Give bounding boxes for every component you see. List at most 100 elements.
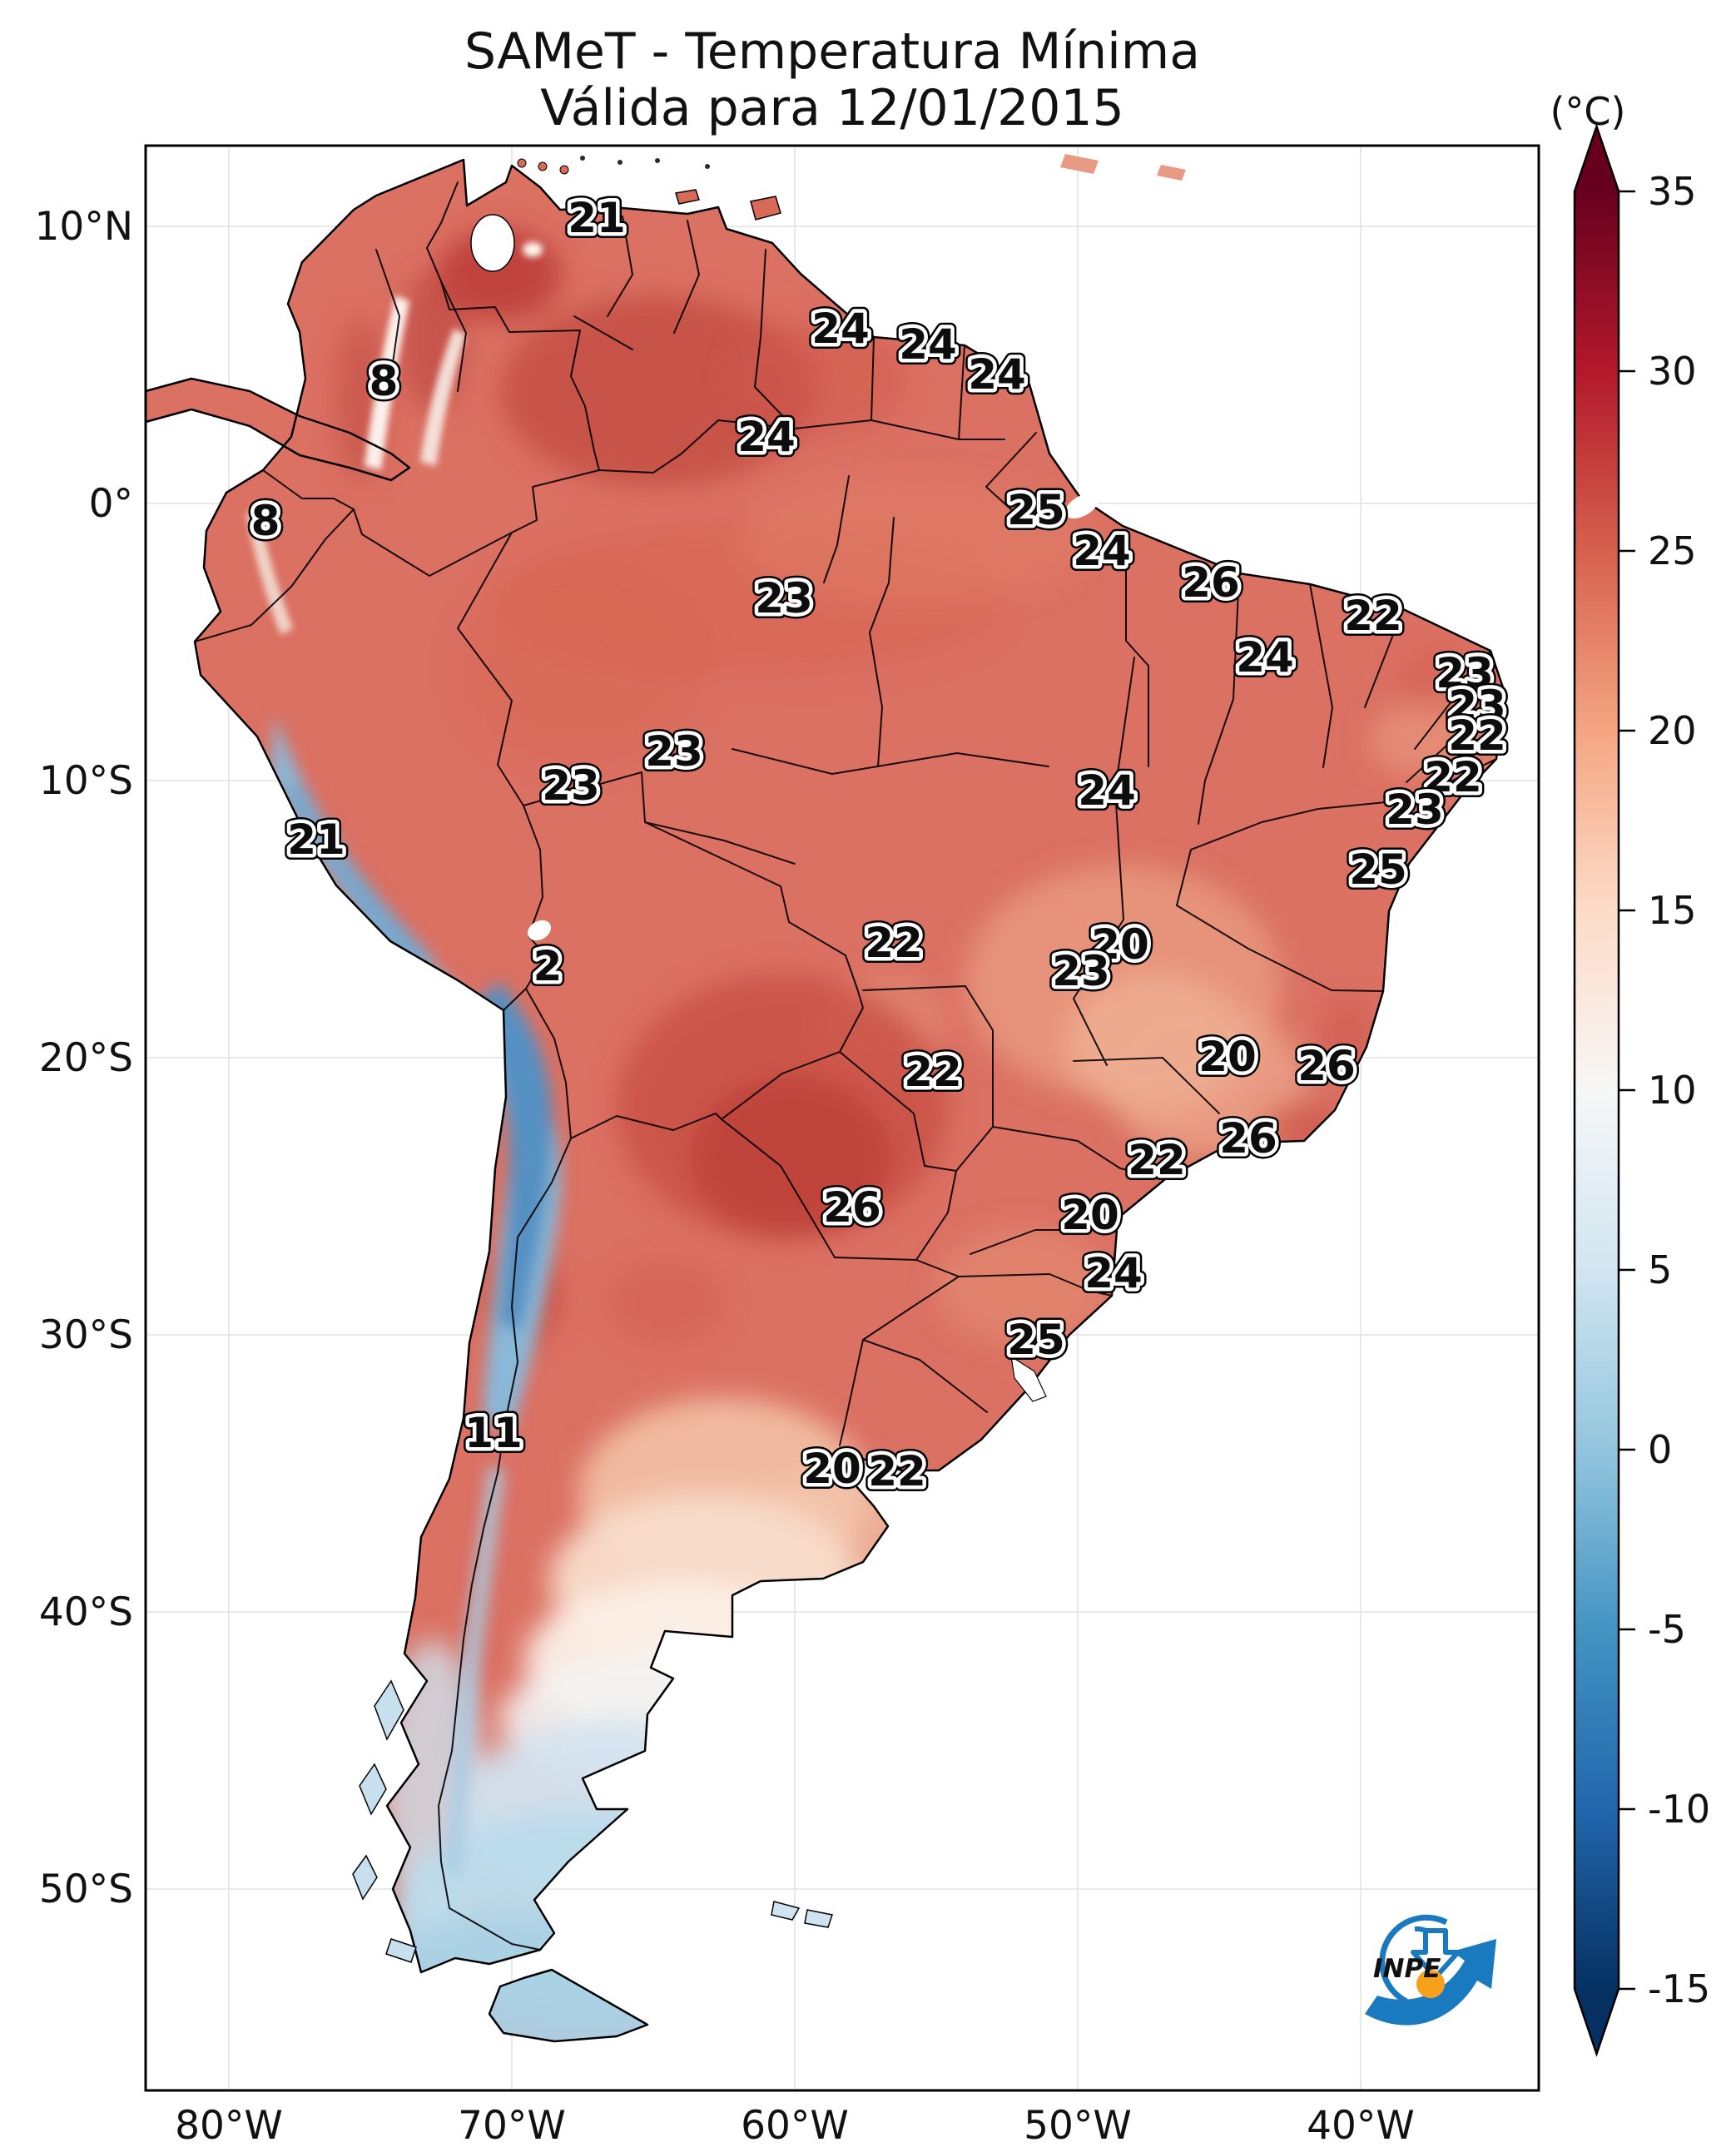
temp-label: 24 [811,305,870,353]
lat-tick-label: 40°S [39,1589,133,1635]
figure-title-line2: Válida para 12/01/2015 [540,79,1124,137]
temp-label: 2 [533,942,563,990]
temp-label: 23 [755,574,813,622]
temp-label: 20 [1198,1033,1257,1081]
temp-label: 22 [865,919,923,967]
temp-label: 25 [1007,1316,1065,1364]
temp-label: 22 [1448,712,1506,760]
temp-label: 26 [1182,558,1240,607]
temp-label: 22 [1448,712,1506,760]
temp-label: 24 [1078,766,1136,815]
latitude-axis: 10°N 0° 10°S 20°S 30°S 40°S 50°S [35,204,133,1912]
colorbar-tick-label: -5 [1648,1607,1686,1652]
temp-label: 23 [645,727,703,776]
temp-label: 20 [1061,1191,1119,1239]
temp-label: 24 [1236,633,1294,682]
lat-tick-label: 10°N [35,204,133,250]
temp-label: 23 [1448,682,1506,730]
temp-label: 25 [1007,486,1065,534]
colorbar-bar [1573,123,1620,2057]
colorbar-tick-label: 0 [1648,1427,1672,1472]
temp-label: 24 [737,413,796,461]
temp-label: 20 [803,1445,861,1493]
lat-tick-label: 0° [89,481,133,527]
temp-label: 21 [568,194,626,242]
temp-label: 23 [1052,947,1110,995]
temp-label: 23 [1436,649,1494,697]
temp-label: 22 [1424,753,1482,801]
temp-label: 23 [1052,947,1110,995]
temp-label: 11 [464,1409,523,1457]
temp-label: 24 [737,413,796,461]
temp-label: 25 [1007,486,1065,534]
temp-label: 24 [1078,766,1136,815]
temp-label: 23 [755,574,813,622]
colorbar-tick-label: 25 [1648,528,1697,573]
temp-label: 24 [1078,766,1136,815]
temp-label: 22 [1448,712,1506,760]
temp-label: 23 [645,727,703,776]
temp-label: 20 [1198,1033,1257,1081]
temp-label: 25 [1349,845,1407,894]
temp-label: 25 [1349,845,1407,894]
temp-label: 25 [1007,486,1065,534]
temp-label: 8 [370,357,399,405]
lon-tick-label: 80°W [175,2103,283,2149]
temp-label: 26 [1219,1114,1277,1163]
temp-label: 21 [568,194,626,242]
temp-label: 22 [1424,753,1482,801]
lon-tick-label: 50°W [1024,2103,1132,2149]
temp-label: 20 [1198,1033,1257,1081]
temp-label: 24 [1084,1249,1143,1297]
temp-label: 22 [1128,1136,1186,1184]
temp-label: 20 [1091,920,1149,969]
temp-label: 24 [1073,527,1131,575]
coastlines [144,158,1506,2043]
temp-label: 22 [1344,592,1402,640]
figure-title-line1: SAMeT - Temperatura Mínima [464,22,1200,81]
islands [352,154,1186,1963]
colorbar-tick-label: -10 [1648,1787,1710,1832]
temp-label: 20 [1061,1191,1119,1239]
temp-label: 22 [1344,592,1402,640]
lat-tick-label: 20°S [39,1035,133,1081]
temp-label: 23 [542,761,600,810]
temp-label: 26 [823,1183,881,1232]
temp-label: 26 [1297,1042,1356,1090]
temp-label: 24 [968,350,1026,399]
temp-label: 11 [464,1409,523,1457]
temp-label: 20 [1091,920,1149,969]
temp-label: 24 [1084,1249,1143,1297]
colorbar-tick-label: -15 [1648,1966,1710,2011]
temp-label: 23 [645,727,703,776]
colorbar-ticks: 35 30 25 20 15 10 5 0 -5 -10 -15 [1619,169,1710,2011]
lat-tick-label: 50°S [39,1867,133,1912]
temp-label: 22 [868,1447,926,1495]
colorbar-tick-label: 10 [1648,1068,1697,1113]
temp-label: 8 [251,497,280,545]
colorbar-unit-label: (°C) [1550,89,1625,134]
temp-label: 24 [899,320,957,369]
temp-label: 22 [904,1048,962,1096]
temp-label: 26 [1219,1114,1277,1163]
temp-label: 23 [1386,786,1444,834]
temp-label: 24 [811,305,870,353]
temp-label: 24 [1236,633,1294,682]
temp-label: 24 [899,320,957,369]
lat-tick-label: 30°S [39,1312,133,1358]
lat-tick-label: 10°S [39,758,133,804]
lon-tick-label: 60°W [741,2103,849,2149]
logo-text: INPE [1373,1954,1441,1984]
temp-label: 23 [1448,682,1506,730]
temp-label: 24 [1236,633,1294,682]
temp-label: 8 [251,497,280,545]
temp-label: 22 [1344,592,1402,640]
temp-label: 21 [568,194,626,242]
temp-label: 24 [1073,527,1131,575]
map-frame [144,144,1540,2092]
colorbar: (°C) 35 30 25 20 15 10 5 0 -5 -10 -15 [1550,89,1710,2057]
temp-label: 23 [755,574,813,622]
temp-label: 23 [1436,649,1494,697]
